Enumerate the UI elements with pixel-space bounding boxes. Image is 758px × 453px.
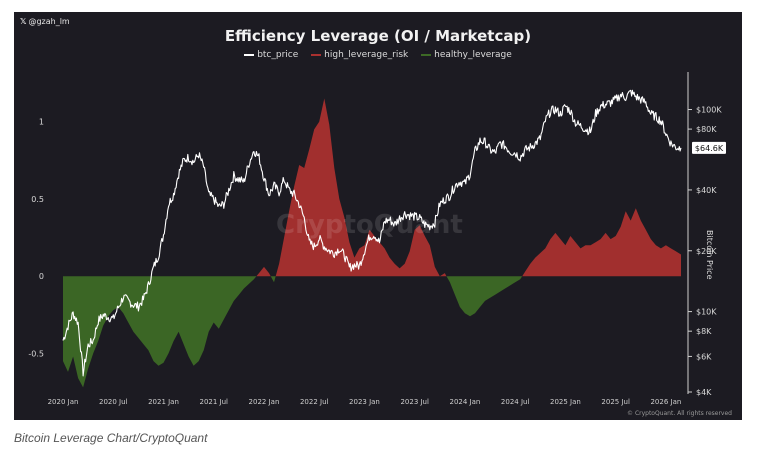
x-tick-label: 2023 Jul: [400, 398, 429, 406]
y-right-axis-label: Bitcoin Price: [705, 230, 714, 280]
y-right-tick-label: $4K: [696, 388, 712, 397]
author-handle: 𝕏 @gzah_lm: [20, 17, 70, 26]
x-tick-label: 2020 Jan: [48, 398, 79, 406]
x-tick-label: 2022 Jul: [300, 398, 329, 406]
legend-btc-price[interactable]: btc_price: [244, 50, 298, 60]
handle-text: @gzah_lm: [28, 17, 70, 26]
x-tick-label: 2026 Jan: [650, 398, 681, 406]
x-tick-label: 2023 Jan: [349, 398, 380, 406]
y-right-tick-label: $20K: [696, 247, 717, 256]
figure-caption: Bitcoin Leverage Chart/CryptoQuant: [14, 431, 208, 445]
watermark: CryptoQuant: [276, 210, 463, 240]
current-price-badge: [692, 141, 726, 154]
legend-healthy-leverage[interactable]: healthy_leverage: [421, 50, 512, 60]
x-tick-label: 2025 Jan: [550, 398, 581, 406]
y-left-tick-label: 0.5: [31, 195, 44, 204]
x-tick-label: 2021 Jan: [148, 398, 179, 406]
x-tick-label: 2022 Jan: [249, 398, 280, 406]
y-left-tick-label: -0.5: [28, 349, 44, 358]
x-tick-label: 2020 Jul: [99, 398, 128, 406]
y-right-tick-label: $10K: [696, 308, 717, 317]
x-tick-label: 2025 Jul: [601, 398, 630, 406]
legend-swatch-btc: [244, 53, 255, 56]
x-tick-label: 2021 Jul: [199, 398, 228, 406]
btc-price-line: [62, 89, 682, 377]
y-right-tick-label: $8K: [696, 327, 712, 336]
y-right-tick-label: $6K: [696, 352, 712, 361]
legend-high-leverage[interactable]: high_leverage_risk: [311, 50, 408, 60]
y-left-tick-label: 1: [39, 118, 44, 127]
y-right-tick-label: $100K: [696, 106, 722, 115]
chart-svg: 1 0.5 0 -0.5 $100K $80K $40K $20K $10K $8K $6K $4K $…: [28, 72, 726, 406]
chart-legend: btc_price high_leverage_risk healthy_lev…: [14, 50, 742, 60]
y-right-tick-label: $80K: [696, 125, 717, 134]
x-tick-label: 2024 Jul: [501, 398, 530, 406]
chart-panel: 1 0.5 0 -0.5 $100K $80K $40K $20K $10K $8K $6K $4K $…: [14, 12, 742, 420]
healthy-leverage-area: [63, 276, 523, 388]
x-logo-icon: 𝕏: [20, 17, 27, 26]
copyright: © CryptoQuant. All rights reserved: [627, 410, 732, 417]
y-left-tick-label: 0: [39, 272, 44, 281]
legend-swatch-high: [311, 53, 322, 56]
high-leverage-area: [256, 98, 681, 277]
legend-label-healthy: healthy_leverage: [434, 50, 512, 60]
legend-swatch-healthy: [421, 53, 432, 56]
chart-title: Efficiency Leverage (OI / Marketcap): [224, 27, 532, 45]
x-tick-label: 2024 Jan: [450, 398, 481, 406]
y-right-tick-label: $40K: [696, 186, 717, 195]
legend-label-btc: btc_price: [257, 50, 299, 60]
current-price-label: $64.6K: [695, 144, 724, 153]
legend-label-high: high_leverage_risk: [324, 50, 409, 60]
